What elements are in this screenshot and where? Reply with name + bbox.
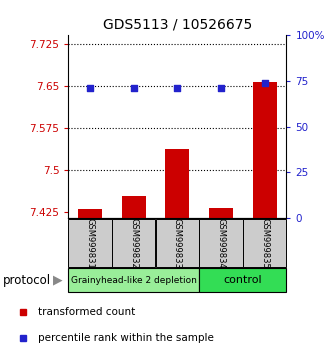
Text: Grainyhead-like 2 depletion: Grainyhead-like 2 depletion xyxy=(71,275,197,285)
Text: percentile rank within the sample: percentile rank within the sample xyxy=(38,332,214,343)
Bar xyxy=(156,219,199,267)
Text: GSM999835: GSM999835 xyxy=(260,218,269,269)
Point xyxy=(218,85,224,91)
Bar xyxy=(112,219,156,267)
Text: GSM999831: GSM999831 xyxy=(86,218,95,269)
Bar xyxy=(243,219,286,267)
Bar xyxy=(78,209,102,218)
Title: GDS5113 / 10526675: GDS5113 / 10526675 xyxy=(103,17,252,32)
Point xyxy=(175,85,180,91)
Point xyxy=(131,85,137,91)
Point xyxy=(262,80,267,86)
Bar xyxy=(252,82,277,218)
Text: ▶: ▶ xyxy=(54,274,63,286)
Text: GSM999833: GSM999833 xyxy=(173,218,182,269)
Text: GSM999832: GSM999832 xyxy=(129,218,138,269)
Text: GSM999834: GSM999834 xyxy=(216,218,225,269)
Bar xyxy=(199,219,243,267)
Bar xyxy=(122,196,146,218)
Text: protocol: protocol xyxy=(3,274,52,286)
Bar xyxy=(209,208,233,218)
Bar xyxy=(199,268,286,292)
Bar xyxy=(68,268,199,292)
Text: control: control xyxy=(223,275,262,285)
Bar xyxy=(68,219,112,267)
Bar xyxy=(165,149,189,218)
Text: transformed count: transformed count xyxy=(38,307,135,317)
Point xyxy=(87,85,93,91)
